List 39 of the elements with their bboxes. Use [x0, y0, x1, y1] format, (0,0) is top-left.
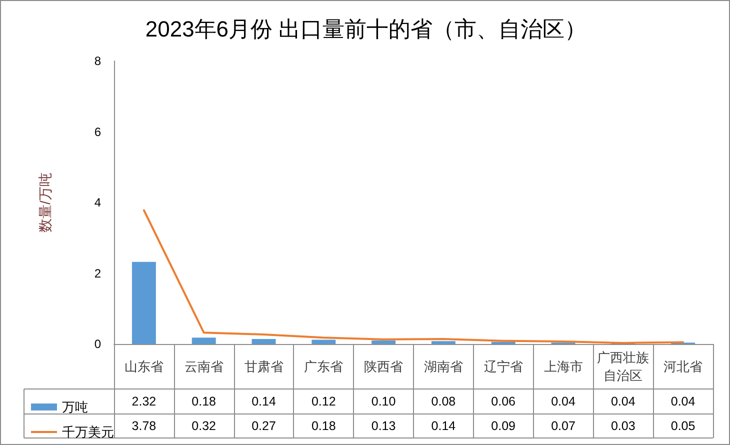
x-tick-label: 广东省 — [304, 359, 344, 374]
data-label: 0.10 — [371, 394, 396, 408]
x-tick-label: 河北省 — [664, 359, 703, 374]
data-label: 0.04 — [670, 394, 696, 408]
y-tick-label: 6 — [94, 124, 102, 139]
legend-label: 千万美元 — [62, 424, 114, 440]
y-tick-label: 4 — [94, 196, 102, 210]
x-tick-label: 云南省 — [184, 359, 224, 374]
x-tick-label: 甘肃省 — [244, 359, 284, 374]
x-tick-label: 陕西省 — [364, 359, 404, 374]
data-label: 0.07 — [551, 419, 576, 433]
x-tick-label: 辽宁省 — [484, 359, 523, 374]
legend-label: 万吨 — [62, 400, 88, 414]
x-tick-label: 湖南省 — [424, 359, 463, 374]
y-tick-label: 2 — [94, 266, 102, 280]
data-label: 0.14 — [252, 394, 276, 408]
data-label: 0.05 — [670, 419, 696, 433]
data-label: 2.32 — [132, 394, 156, 408]
data-label: 0.13 — [371, 419, 396, 433]
data-label: 0.06 — [491, 394, 516, 408]
data-label: 0.32 — [192, 419, 216, 433]
x-tick-label: 山东省 — [124, 359, 164, 374]
data-label: 0.04 — [610, 394, 636, 408]
x-tick-label: 上海市 — [544, 359, 583, 374]
x-tick-label: 广西壮族自治区 — [597, 350, 650, 383]
data-label: 0.03 — [610, 419, 636, 433]
y-tick-label: 0 — [94, 337, 102, 351]
data-label: 0.14 — [431, 419, 456, 433]
y-tick-label: 8 — [94, 54, 102, 68]
data-label: 0.08 — [431, 394, 456, 408]
data-label: 0.18 — [192, 394, 216, 408]
data-label: 0.09 — [491, 419, 516, 433]
chart-title: 2023年6月份 出口量前十的省（市、自治区） — [145, 16, 587, 42]
y-axis-title: 数量/万吨 — [37, 172, 53, 232]
data-label: 3.78 — [132, 419, 156, 433]
data-label: 0.27 — [252, 419, 276, 433]
data-label: 0.04 — [551, 394, 576, 408]
data-label: 0.18 — [311, 419, 336, 433]
data-label: 0.12 — [311, 394, 336, 408]
